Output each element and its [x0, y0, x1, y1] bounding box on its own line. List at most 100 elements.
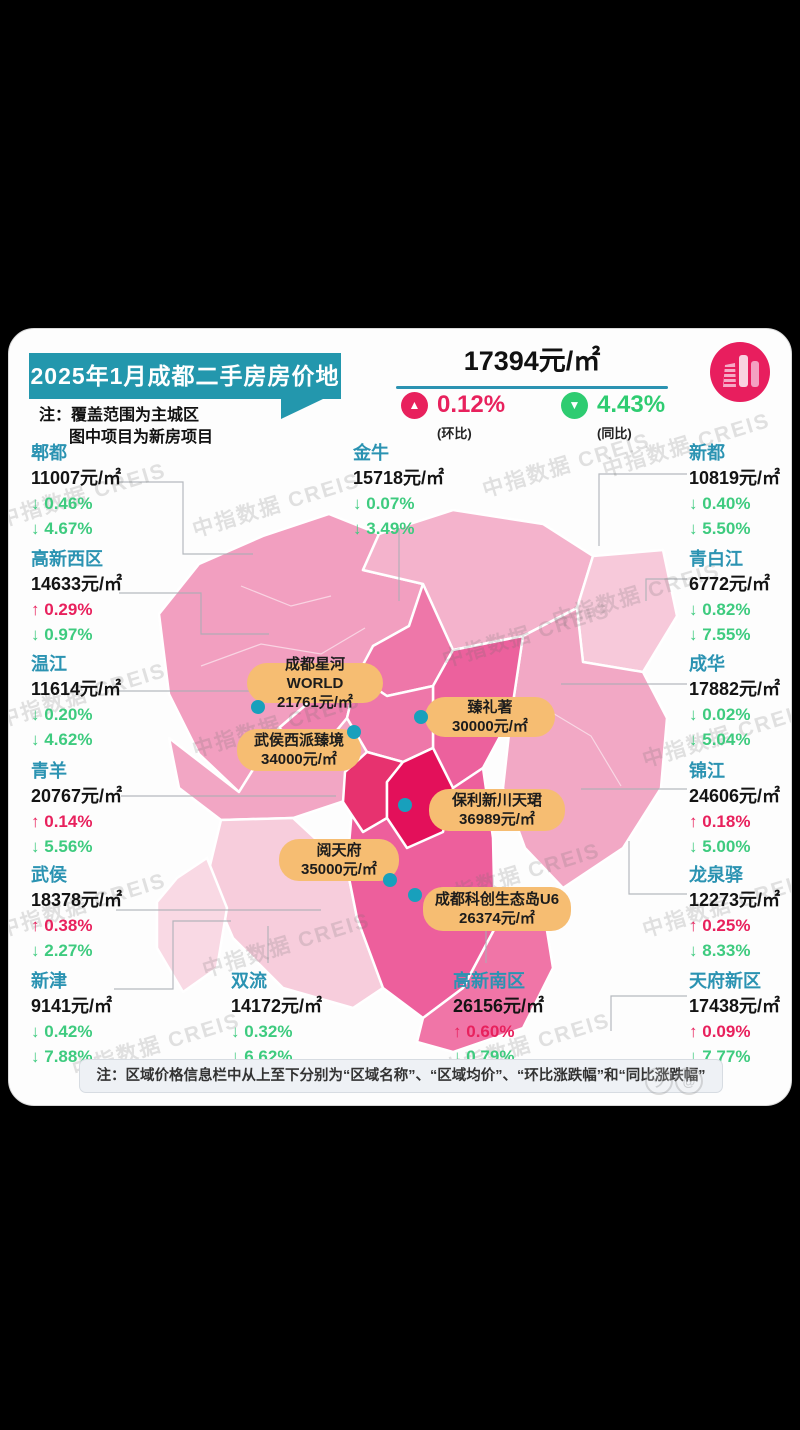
district-mom: 0.09%	[689, 1019, 791, 1044]
district-mom: 0.20%	[31, 702, 201, 727]
district-stat-qingbaijiang: 青白江 6772元/㎡ 0.82% 7.55%	[689, 547, 791, 647]
yoy-change-value: 4.43%	[597, 391, 666, 418]
district-yoy: 4.67%	[31, 516, 201, 541]
district-price: 18378元/㎡	[31, 890, 123, 910]
project-name: 臻礼著	[467, 699, 513, 716]
project-dot-icon	[408, 888, 422, 902]
district-yoy: 3.49%	[353, 516, 523, 541]
district-name: 青羊	[31, 761, 67, 781]
district-price: 24606元/㎡	[689, 786, 781, 806]
district-mom: 0.18%	[689, 809, 791, 834]
project-dot-icon	[347, 725, 361, 739]
district-price: 9141元/㎡	[31, 996, 113, 1016]
district-stat-qingyang: 青羊 20767元/㎡ 0.14% 5.56%	[31, 759, 201, 859]
connector-line	[645, 578, 687, 601]
project-label-kechuang-u6: 成都科创生态岛U6 26374元/㎡	[423, 887, 571, 931]
district-yoy: 8.33%	[689, 938, 791, 963]
project-label-baoli-xinchuan: 保利新川天珺 36989元/㎡	[429, 789, 565, 831]
district-price: 12273元/㎡	[689, 890, 781, 910]
mom-change-label: (环比)	[437, 426, 472, 441]
district-price: 15718元/㎡	[353, 468, 445, 488]
district-stat-gaoxinxi: 高新西区 14633元/㎡ 0.29% 0.97%	[31, 547, 201, 647]
banner-tail-decoration	[281, 399, 323, 419]
project-label-xinghe-world: 成都星河WORLD 21761元/㎡	[247, 656, 383, 711]
mom-change-value: 0.12%	[437, 391, 506, 418]
district-mom: 0.40%	[689, 491, 791, 516]
district-yoy: 2.27%	[31, 938, 201, 963]
project-label-yuetianfu: 阅天府 35000元/㎡	[279, 839, 399, 881]
mom-change-badge: ▲ 0.12% (环比)	[401, 391, 551, 442]
district-name: 金牛	[353, 443, 389, 463]
district-name: 郫都	[31, 443, 67, 463]
project-price: 30000元/㎡	[452, 718, 528, 735]
infographic-card: 2025年1月成都二手房房价地图 注：覆盖范围为主城区 图中项目为新房项目 17…	[8, 328, 792, 1106]
district-price: 20767元/㎡	[31, 786, 123, 806]
district-price: 6772元/㎡	[689, 574, 771, 594]
district-yoy: 7.55%	[689, 622, 791, 647]
project-name: 保利新川天珺	[451, 792, 542, 809]
project-price: 36989元/㎡	[459, 811, 535, 828]
district-price: 10819元/㎡	[689, 468, 781, 488]
project-price: 35000元/㎡	[301, 861, 377, 878]
district-name: 青白江	[689, 549, 743, 569]
district-mom: 0.07%	[353, 491, 523, 516]
district-stat-chenghua: 成华 17882元/㎡ 0.02% 5.04%	[689, 652, 791, 752]
yoy-change-badge: ▼ 4.43% (同比)	[561, 391, 711, 442]
divider	[396, 386, 668, 389]
project-dot-icon	[251, 700, 265, 714]
district-stat-jinjiang: 锦江 24606元/㎡ 0.18% 5.00%	[689, 759, 791, 859]
district-yoy: 0.97%	[31, 622, 201, 647]
district-price: 14633元/㎡	[31, 574, 123, 594]
district-name: 成华	[689, 654, 725, 674]
district-name: 武侯	[31, 865, 67, 885]
project-label-wuhou-xipai: 武侯西派臻境 34000元/㎡	[237, 729, 361, 771]
district-yoy: 5.56%	[31, 834, 201, 859]
buildings-logo-icon	[710, 342, 770, 402]
district-stat-pidu: 郫都 11007元/㎡ 0.46% 4.67%	[31, 441, 201, 541]
district-mom: 0.02%	[689, 702, 791, 727]
average-price-value: 17394元/㎡	[463, 346, 601, 376]
district-name: 锦江	[689, 761, 725, 781]
weibo-watermark-icon: ツ @	[645, 1067, 703, 1095]
district-yoy: 5.00%	[689, 834, 791, 859]
project-dot-icon	[414, 710, 428, 724]
project-price: 26374元/㎡	[459, 910, 535, 927]
district-price: 11614元/㎡	[31, 679, 122, 699]
district-mom: 0.25%	[689, 913, 791, 938]
district-stat-gaoxinnan: 高新南区 26156元/㎡ 0.60% 0.79%	[453, 969, 623, 1069]
district-mom: 0.42%	[31, 1019, 201, 1044]
project-name: 阅天府	[316, 842, 362, 859]
district-mom: 0.14%	[31, 809, 201, 834]
district-mom: 0.32%	[231, 1019, 401, 1044]
header-note-line2: 图中项目为新房项目	[69, 429, 214, 446]
district-mom: 0.29%	[31, 597, 201, 622]
page-title: 2025年1月成都二手房房价地图	[29, 353, 341, 435]
project-dot-icon	[398, 798, 412, 812]
district-name: 双流	[231, 971, 267, 991]
label-connector-lines	[114, 473, 687, 1031]
connector-line	[598, 473, 687, 546]
district-price: 17882元/㎡	[689, 679, 781, 699]
project-dot-icon	[383, 873, 397, 887]
district-name: 新津	[31, 971, 67, 991]
project-name: 武侯西派臻境	[253, 732, 344, 749]
district-name: 天府新区	[689, 971, 761, 991]
header-note-line1: 注：覆盖范围为主城区	[39, 407, 200, 424]
district-yoy: 5.04%	[689, 727, 791, 752]
district-name: 新都	[689, 443, 725, 463]
district-stat-longquanyi: 龙泉驿 12273元/㎡ 0.25% 8.33%	[689, 863, 791, 963]
district-price: 17438元/㎡	[689, 996, 781, 1016]
district-price: 26156元/㎡	[453, 996, 545, 1016]
district-mom: 0.46%	[31, 491, 201, 516]
district-name: 高新西区	[31, 549, 103, 569]
district-mom: 0.60%	[453, 1019, 623, 1044]
connector-line	[628, 841, 687, 895]
district-yoy: 4.62%	[31, 727, 201, 752]
district-stat-wenjiang: 温江 11614元/㎡ 0.20% 4.62%	[31, 652, 201, 752]
district-stat-wuhou: 武侯 18378元/㎡ 0.38% 2.27%	[31, 863, 201, 963]
district-mom: 0.82%	[689, 597, 791, 622]
district-stat-xindu: 新都 10819元/㎡ 0.40% 5.50%	[689, 441, 791, 541]
yoy-change-label: (同比)	[597, 426, 632, 441]
project-name: 成都科创生态岛U6	[434, 891, 560, 908]
header-note: 注：覆盖范围为主城区 图中项目为新房项目	[39, 405, 213, 449]
